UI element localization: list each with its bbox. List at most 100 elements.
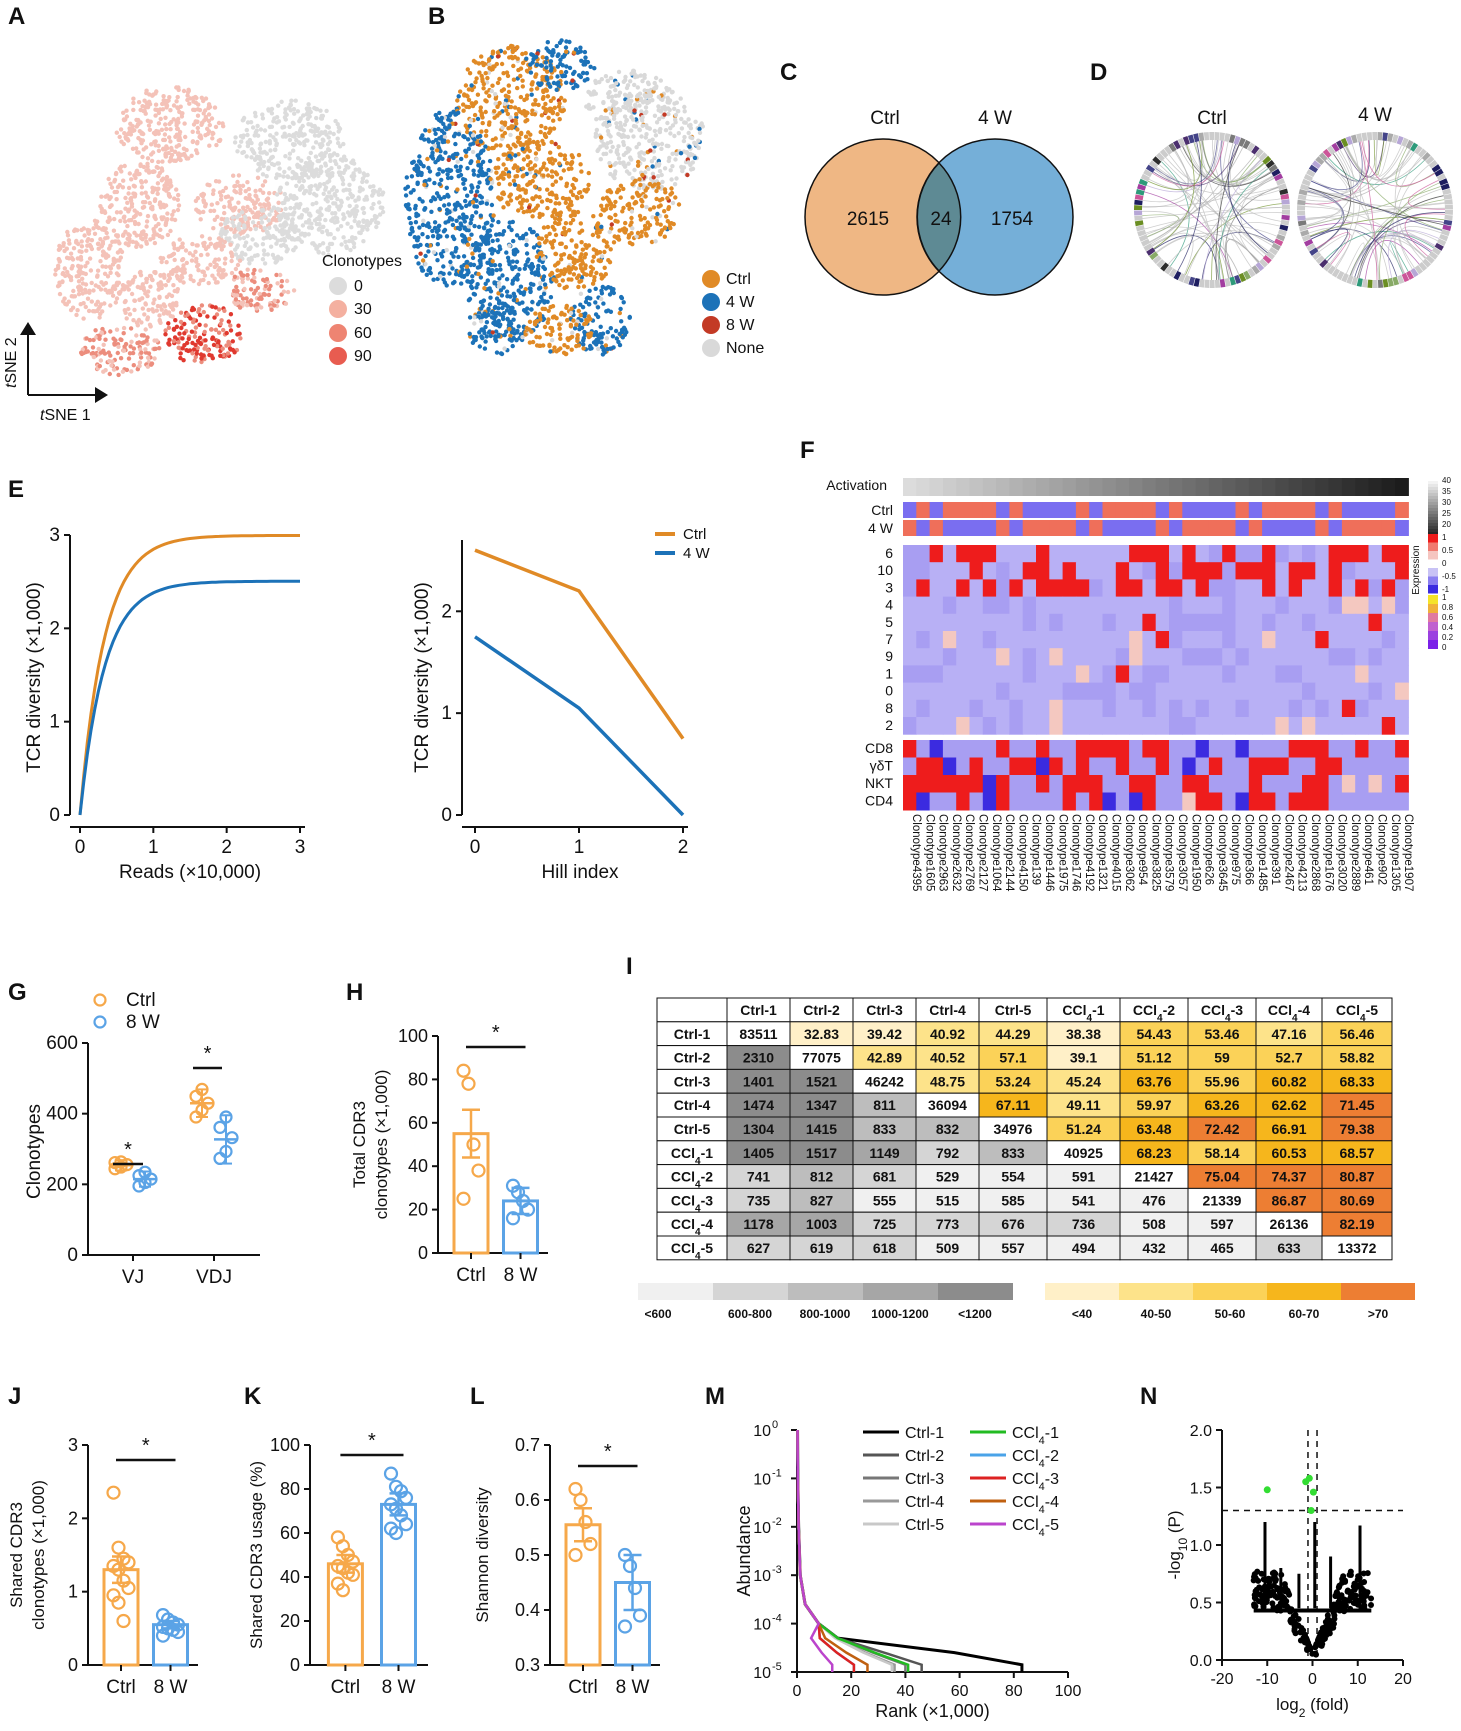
tsne-a-point — [82, 287, 88, 292]
tsne-a-point — [167, 135, 172, 140]
tsne-b-point — [549, 139, 554, 145]
tsne-b-point — [529, 329, 534, 334]
tsne-a-point — [131, 107, 136, 113]
tsne-b-point — [610, 144, 615, 150]
tsne-a-point — [122, 308, 128, 313]
tsne-b-point — [652, 113, 658, 119]
tsne-a-point — [176, 151, 181, 156]
tsne-a-point — [340, 181, 346, 187]
tsne-b-point — [551, 126, 557, 131]
tsne-a-point — [62, 273, 68, 278]
tsne-b-point — [608, 149, 613, 154]
tsne-a-point — [167, 95, 172, 100]
tsne-b-point — [520, 111, 525, 116]
tsne-a-point — [237, 236, 243, 241]
panel-label-k: K — [244, 1383, 262, 1410]
tsne-b-point — [553, 277, 558, 283]
tsne-b-point — [588, 317, 593, 322]
tsne-a-point — [201, 192, 207, 197]
tsne-a-point — [195, 130, 201, 135]
tsne-a-point — [283, 197, 288, 203]
chord-4w-title: 4 W — [1358, 105, 1392, 126]
tsne-b-point — [484, 128, 489, 134]
tsne-a-point — [207, 352, 212, 358]
tsne-a-point — [329, 195, 334, 201]
tsne-a-point — [66, 299, 72, 304]
tsne-a-point — [236, 173, 242, 178]
tsne-b-point — [531, 282, 536, 287]
tsne-b-point — [570, 182, 575, 188]
tsne-b-point — [607, 260, 613, 265]
tsne-b-point — [632, 82, 637, 88]
tsne-a-point — [158, 227, 163, 232]
tsne-a-point — [177, 237, 182, 242]
tsne-b-point — [490, 268, 495, 273]
tsne-b-point — [496, 311, 502, 316]
tsne-b-point — [545, 205, 550, 211]
tsne-a-point — [153, 224, 159, 229]
tsne-a-point — [163, 115, 168, 121]
tsne-b-point — [535, 145, 541, 151]
tsne-a-point — [129, 204, 135, 209]
tsne-b-point — [571, 260, 576, 265]
legend-label-30: 30 — [354, 301, 372, 318]
tsne-a-point — [332, 235, 337, 241]
tsne-a-point — [143, 104, 148, 110]
tsne-b-point — [471, 334, 476, 340]
chord-ctrl-title: Ctrl — [1197, 108, 1227, 129]
tsne-a-point — [302, 143, 307, 148]
tsne-b-point — [601, 301, 606, 306]
tsne-b-point — [588, 333, 593, 338]
tsne-a-point — [101, 369, 106, 374]
tsne-a-point — [338, 198, 344, 203]
tsne-b-point — [504, 250, 509, 255]
tsne-a-point — [377, 212, 383, 217]
tsne-a-point — [120, 233, 126, 238]
chord-segment — [1443, 219, 1453, 226]
tsne-a-point — [109, 185, 115, 190]
tsne-a-point — [316, 173, 321, 179]
tsne-b-point — [586, 170, 591, 176]
tsne-b-point — [658, 230, 664, 235]
tsne-a-point — [357, 230, 362, 235]
tsne-a-point — [331, 131, 336, 137]
tsne-a-point — [282, 191, 287, 197]
tsne-a-point — [167, 337, 172, 342]
tsne-a-point — [213, 327, 219, 332]
tsne-a-point — [238, 190, 243, 196]
tsne-a-point — [143, 145, 149, 150]
tsne-a-point — [112, 341, 117, 346]
panel-label-l: L — [470, 1383, 485, 1410]
tsne-b-point — [557, 282, 562, 288]
tsne-a-point — [274, 192, 280, 197]
tsne-b-point — [415, 244, 421, 249]
tsne-a-point — [172, 257, 177, 263]
tsne-b-point — [679, 126, 685, 131]
tsne-b-point — [630, 117, 636, 122]
tsne-b-point — [611, 174, 616, 179]
tsne-b-point — [495, 54, 501, 59]
tsne-a-point — [171, 327, 177, 332]
tsne-b-point — [635, 85, 640, 90]
tsne-b-point — [475, 116, 481, 122]
tsne-b-point — [603, 272, 608, 277]
tsne-a-point — [220, 272, 226, 277]
tsne-a-point — [255, 133, 261, 138]
tsne-b-point — [576, 73, 582, 78]
tsne-b-point — [480, 120, 485, 126]
tsne-b-point — [515, 56, 520, 61]
tsne-b-point — [584, 272, 589, 277]
tsne-a-point — [321, 181, 327, 187]
tsne-b-point — [508, 146, 513, 151]
tsne-a-point — [268, 283, 273, 289]
tsne-b-point — [540, 74, 545, 80]
tsne-a-point — [201, 111, 206, 116]
tsne-b-point — [483, 98, 488, 103]
tsne-a-point — [216, 120, 222, 126]
tsne-a-point — [143, 327, 148, 332]
tsne-axis-arrows: tSNE 1 tSNE 2 — [3, 322, 108, 424]
tsne-b-point — [627, 147, 632, 152]
tsne-b-point — [517, 236, 523, 241]
tsne-a-point — [266, 158, 272, 164]
tsne-a-point — [342, 154, 347, 159]
